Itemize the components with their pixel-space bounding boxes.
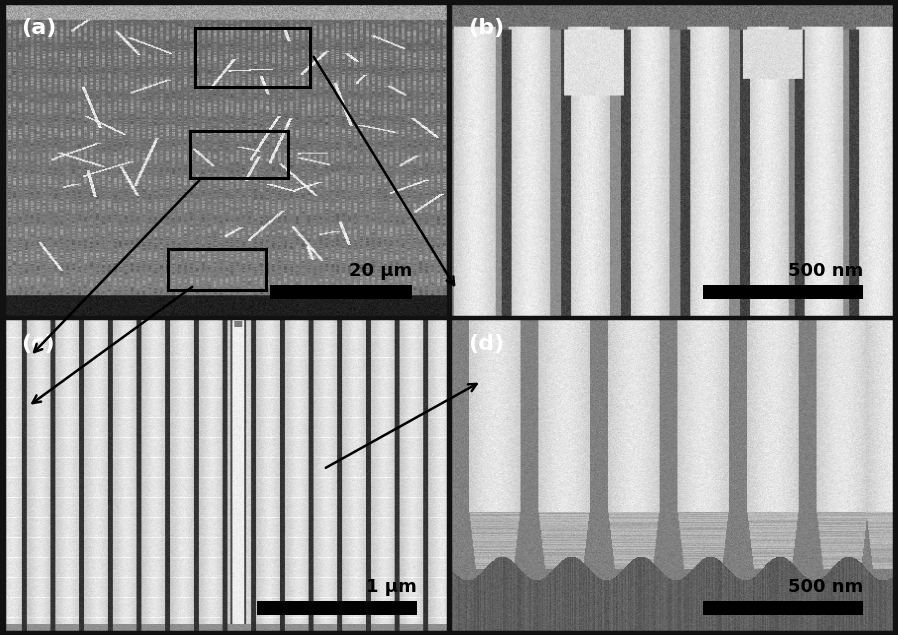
Text: (b): (b) <box>468 18 505 38</box>
Text: (a): (a) <box>22 18 57 38</box>
Text: 20 μm: 20 μm <box>349 262 412 281</box>
Bar <box>270 285 412 299</box>
Bar <box>703 285 863 299</box>
Text: (d): (d) <box>468 334 505 354</box>
Bar <box>257 601 417 615</box>
Bar <box>190 131 287 178</box>
Bar <box>195 28 310 88</box>
Bar <box>703 601 863 615</box>
Text: 500 nm: 500 nm <box>788 578 863 596</box>
Bar <box>168 249 266 290</box>
Text: 500 nm: 500 nm <box>788 262 863 281</box>
Text: 1 μm: 1 μm <box>365 578 417 596</box>
Text: (c): (c) <box>22 334 55 354</box>
